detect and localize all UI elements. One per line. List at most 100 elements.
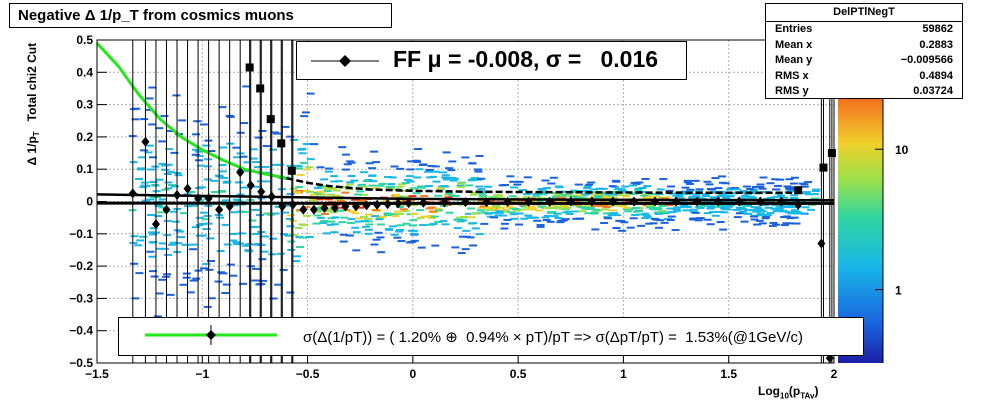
heatmap-cell bbox=[469, 244, 478, 247]
heatmap-cell bbox=[263, 180, 272, 183]
heatmap-cell bbox=[130, 262, 139, 265]
heatmap-cell bbox=[140, 181, 149, 184]
heatmap-cell bbox=[666, 219, 675, 222]
heatmap-cell bbox=[727, 204, 736, 207]
heatmap-cell bbox=[515, 180, 524, 183]
heatmap-cell bbox=[148, 255, 157, 258]
heatmap-cell bbox=[665, 189, 674, 192]
heatmap-cell bbox=[495, 211, 504, 214]
heatmap-cell bbox=[671, 229, 680, 232]
heatmap-cell bbox=[572, 210, 581, 213]
heatmap-cell bbox=[129, 161, 138, 164]
heatmap-cell bbox=[520, 217, 529, 220]
heatmap-cell bbox=[147, 168, 156, 171]
heatmap-cell bbox=[624, 200, 633, 203]
heatmap-cell bbox=[810, 197, 819, 200]
heatmap-cell bbox=[174, 242, 183, 245]
heatmap-cell bbox=[719, 211, 728, 214]
heatmap-cell bbox=[600, 204, 609, 207]
heatmap-cell bbox=[675, 193, 684, 196]
heatmap-cell bbox=[313, 214, 322, 217]
heatmap-cell bbox=[189, 243, 198, 246]
heatmap-cell bbox=[163, 219, 172, 222]
heatmap-cell bbox=[587, 207, 596, 210]
heatmap-cell bbox=[739, 190, 748, 193]
heatmap-cell bbox=[368, 174, 377, 177]
heatmap-cell bbox=[444, 193, 453, 196]
heatmap-cell bbox=[313, 186, 322, 189]
heatmap-cell bbox=[776, 194, 785, 197]
heatmap-cell bbox=[286, 225, 295, 228]
heatmap-cell bbox=[191, 226, 200, 229]
heatmap-cell bbox=[325, 167, 334, 170]
heatmap-cell bbox=[590, 188, 599, 191]
heatmap-cell bbox=[683, 179, 692, 182]
heatmap-cell bbox=[241, 210, 250, 213]
heatmap-cell bbox=[603, 216, 612, 219]
heatmap-cell bbox=[701, 195, 710, 198]
heatmap-cell bbox=[706, 188, 715, 191]
heatmap-cell bbox=[330, 231, 339, 234]
heatmap-cell bbox=[166, 129, 175, 132]
heatmap-cell bbox=[688, 196, 697, 199]
heatmap-cell bbox=[317, 185, 326, 188]
heatmap-cell bbox=[343, 163, 352, 166]
heatmap-cell bbox=[274, 283, 283, 286]
heatmap-cell bbox=[631, 213, 640, 216]
heatmap-cell bbox=[494, 214, 503, 217]
heatmap-cell bbox=[613, 214, 622, 217]
heatmap-cell bbox=[168, 243, 177, 246]
heatmap-cell bbox=[807, 208, 816, 211]
stats-row: RMS x 0.4894 bbox=[766, 69, 962, 85]
heatmap-cell bbox=[221, 199, 230, 202]
stats-box: DelPTlNegT Entries 59862 Mean x 0.2883 Mea… bbox=[765, 3, 963, 99]
heatmap-cell bbox=[228, 232, 237, 235]
heatmap-cell bbox=[612, 227, 621, 230]
heatmap-cell bbox=[187, 190, 196, 193]
heatmap-cell bbox=[147, 231, 156, 234]
heatmap-cell bbox=[756, 183, 765, 186]
heatmap-cell bbox=[459, 219, 468, 222]
heatmap-cell bbox=[260, 250, 269, 253]
heatmap-cell bbox=[711, 197, 720, 200]
heatmap-cell bbox=[509, 180, 518, 183]
heatmap-cell bbox=[258, 129, 267, 132]
heatmap-cell bbox=[376, 184, 385, 187]
heatmap-cell bbox=[410, 213, 419, 216]
heatmap-cell bbox=[556, 221, 565, 224]
heatmap-cell bbox=[406, 180, 415, 183]
heatmap-cell bbox=[755, 219, 764, 222]
heatmap-cell bbox=[148, 156, 157, 159]
heatmap-cell bbox=[263, 212, 272, 215]
diamond-marker bbox=[735, 196, 744, 207]
heatmap-cell bbox=[396, 199, 405, 202]
heatmap-cell bbox=[178, 119, 187, 122]
heatmap-cell bbox=[453, 227, 462, 230]
heatmap-cell bbox=[369, 180, 378, 183]
heatmap-cell bbox=[689, 208, 698, 211]
heatmap-cell bbox=[286, 164, 295, 167]
diamond-marker bbox=[128, 188, 137, 199]
heatmap-cell bbox=[510, 217, 519, 220]
y-tick-label: 0 bbox=[86, 195, 93, 209]
heatmap-cell bbox=[644, 216, 653, 219]
heatmap-cell bbox=[655, 226, 664, 229]
heatmap-cell bbox=[718, 181, 727, 184]
heatmap-cell bbox=[345, 183, 354, 186]
heatmap-cell bbox=[792, 211, 801, 214]
heatmap-cell bbox=[755, 214, 764, 217]
heatmap-cell bbox=[261, 165, 270, 168]
heatmap-cell bbox=[370, 243, 379, 246]
heatmap-cell bbox=[144, 151, 153, 154]
heatmap-cell bbox=[361, 220, 370, 223]
diamond-marker bbox=[204, 193, 213, 204]
heatmap-cell bbox=[766, 182, 775, 185]
heatmap-cell bbox=[351, 226, 360, 229]
heatmap-cell bbox=[432, 180, 441, 183]
heatmap-cell bbox=[535, 200, 544, 203]
heatmap-cell bbox=[202, 144, 211, 147]
heatmap-cell bbox=[457, 181, 466, 184]
heatmap-cell bbox=[750, 218, 759, 221]
heatmap-cell bbox=[675, 194, 684, 197]
heatmap-cell bbox=[241, 244, 250, 247]
